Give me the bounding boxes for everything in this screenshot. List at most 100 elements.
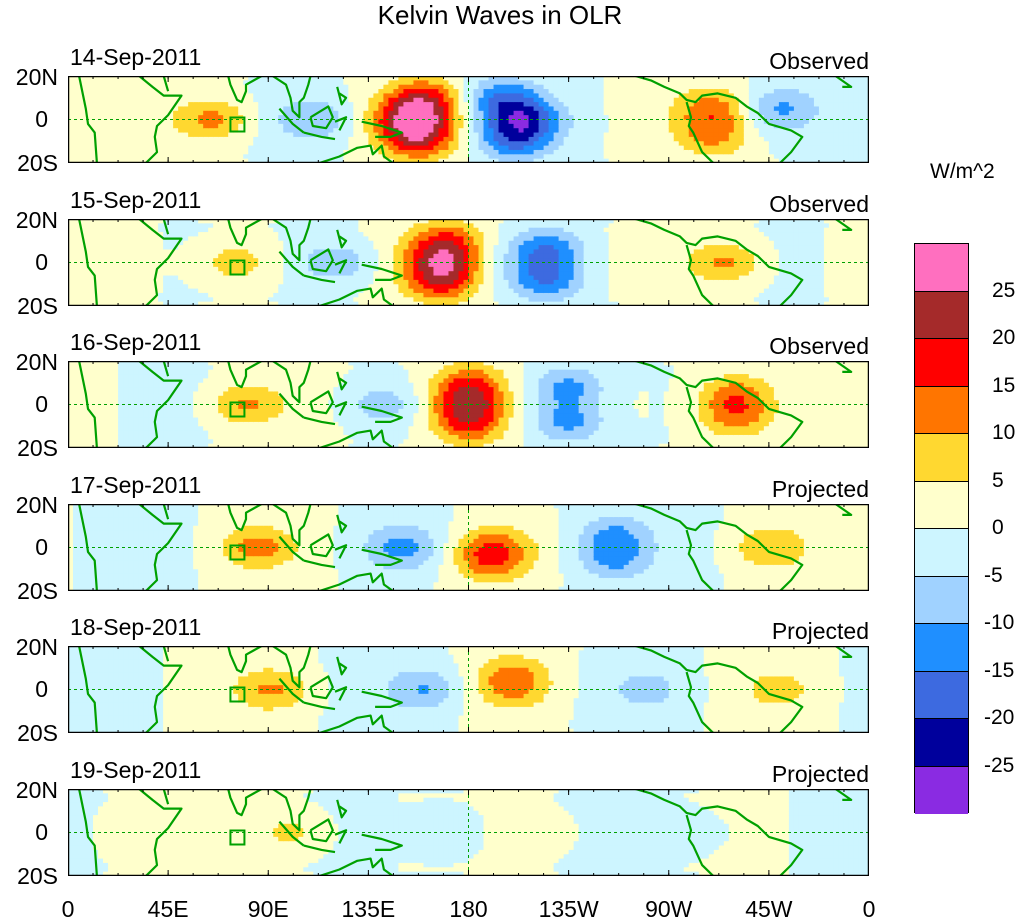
olr-cell — [108, 132, 114, 138]
olr-cell — [488, 102, 495, 108]
olr-cell — [803, 102, 810, 108]
olr-cell — [608, 128, 615, 134]
olr-cell — [433, 93, 440, 99]
olr-cell — [208, 128, 214, 134]
olr-cell — [753, 145, 760, 151]
olr-cell — [693, 123, 700, 129]
olr-cell — [518, 154, 525, 160]
olr-cell — [443, 292, 450, 298]
olr-cell — [658, 145, 665, 151]
olr-cell — [353, 262, 359, 268]
olr-cell — [138, 80, 144, 86]
olr-cell — [813, 89, 820, 94]
olr-cell — [83, 145, 89, 151]
olr-cell — [593, 145, 600, 151]
olr-cell — [293, 97, 299, 103]
olr-cell — [353, 258, 359, 264]
olr-cell — [358, 110, 364, 116]
olr-cell — [248, 301, 254, 306]
olr-cell — [328, 93, 334, 99]
olr-cell — [808, 128, 815, 134]
olr-cell — [93, 249, 99, 255]
olr-cell — [238, 102, 244, 108]
olr-cell — [463, 240, 470, 246]
olr-cell — [528, 132, 535, 138]
olr-cell — [848, 110, 855, 116]
olr-cell — [298, 236, 304, 242]
olr-cell — [463, 253, 470, 259]
olr-cell — [433, 132, 440, 138]
olr-cell — [178, 266, 184, 272]
olr-cell — [833, 123, 840, 129]
olr-cell — [278, 232, 284, 237]
olr-cell — [403, 240, 410, 246]
olr-cell — [273, 223, 279, 229]
olr-cell — [253, 262, 259, 268]
olr-cell — [778, 76, 785, 81]
olr-cell — [803, 106, 810, 112]
olr-cell — [443, 89, 450, 94]
olr-cell — [393, 253, 400, 259]
olr-cell — [483, 266, 490, 272]
olr-cell — [473, 89, 480, 94]
olr-cell — [193, 245, 199, 251]
olr-cell — [463, 301, 470, 306]
olr-cell — [648, 154, 655, 160]
olr-cell — [263, 266, 269, 272]
olr-cell — [768, 115, 775, 121]
olr-cell — [663, 132, 670, 138]
olr-cell — [163, 97, 169, 103]
olr-cell — [538, 93, 545, 99]
olr-cell — [333, 84, 339, 90]
olr-cell — [503, 97, 510, 103]
olr-cell — [753, 84, 760, 90]
olr-cell — [458, 245, 465, 251]
olr-cell — [553, 102, 560, 108]
olr-cell — [218, 102, 224, 108]
olr-cell — [633, 158, 640, 163]
olr-cell — [243, 115, 249, 121]
olr-cell — [313, 136, 319, 142]
olr-cell — [823, 132, 830, 138]
olr-cell — [138, 93, 144, 99]
olr-cell — [573, 89, 580, 94]
olr-cell — [368, 76, 374, 81]
olr-cell — [93, 223, 99, 229]
olr-cell — [468, 262, 475, 268]
olr-cell — [383, 154, 389, 160]
olr-cell — [398, 80, 405, 86]
olr-cell — [303, 136, 309, 142]
olr-cell — [613, 154, 620, 160]
olr-cell — [348, 288, 354, 294]
olr-cell — [738, 89, 745, 94]
olr-cell — [488, 110, 495, 116]
olr-cell — [153, 84, 159, 90]
olr-cell — [463, 292, 470, 298]
olr-cell — [413, 288, 420, 294]
olr-cell — [413, 227, 420, 233]
olr-cell — [663, 93, 670, 99]
olr-cell — [98, 80, 104, 86]
olr-cell — [173, 258, 179, 264]
olr-cell — [748, 76, 755, 81]
olr-cell — [333, 279, 339, 285]
olr-cell — [253, 84, 259, 90]
olr-cell — [433, 266, 440, 272]
olr-cell — [93, 106, 99, 112]
olr-cell — [343, 84, 349, 90]
olr-cell — [213, 288, 219, 294]
olr-cell — [78, 236, 84, 242]
olr-cell — [463, 106, 470, 112]
olr-cell — [433, 128, 440, 134]
olr-cell — [658, 128, 665, 134]
olr-cell — [118, 219, 124, 224]
olr-cell — [123, 249, 129, 255]
olr-cell — [568, 145, 575, 151]
olr-cell — [778, 132, 785, 138]
olr-cell — [443, 119, 450, 125]
olr-cell — [523, 128, 530, 134]
olr-cell — [268, 284, 274, 290]
olr-cell — [193, 89, 199, 94]
olr-cell — [278, 158, 284, 163]
olr-cell — [323, 132, 329, 138]
